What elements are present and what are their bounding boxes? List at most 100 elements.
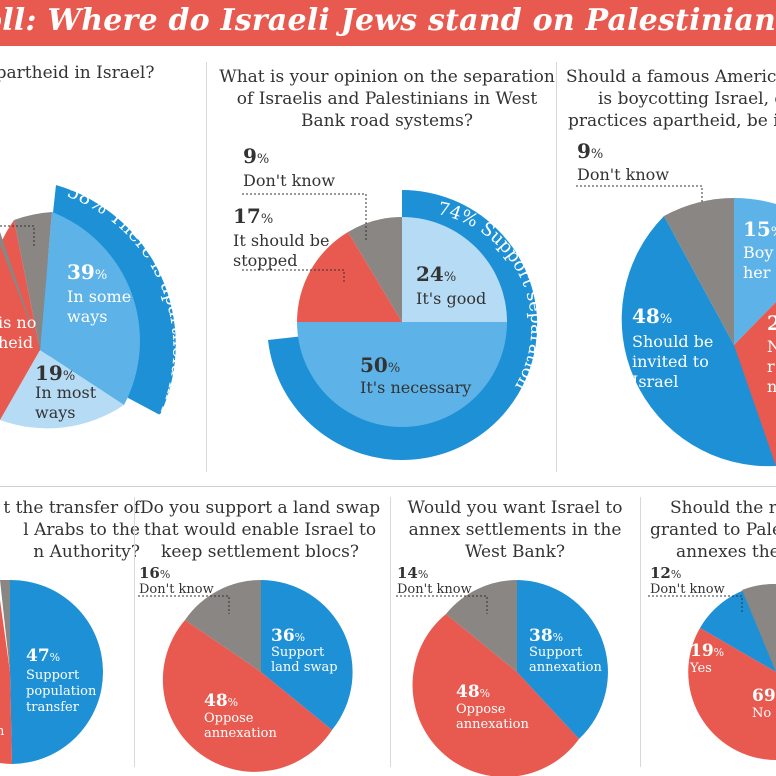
- chart-2: 74% Support separation 24% It's good 50%…: [233, 144, 547, 460]
- slice-label-dont-know: Don't know: [397, 582, 472, 597]
- slice-label-oppose-2: annexation: [204, 726, 277, 741]
- slice-label-swap-2: land swap: [271, 660, 338, 675]
- pie-slice-not-invited: [734, 302, 776, 466]
- slice-label-swap-1: Support: [271, 645, 325, 660]
- value-number: 36: [271, 626, 295, 646]
- pie-slice-invited: [621, 216, 776, 467]
- question-5: Do you support a land swap that would en…: [140, 497, 380, 563]
- slice-label-invited-2: invited to: [632, 352, 709, 371]
- question-7-line-2: granted to Pales: [650, 520, 776, 540]
- leader-line: [0, 225, 35, 248]
- pie-slice-most-ways: [0, 350, 124, 429]
- title-banner: oll: Where do Israeli Jews stand on Pale…: [0, 0, 776, 46]
- slice-label-most: In most: [35, 383, 97, 402]
- slice-value-48: 48%: [632, 304, 672, 328]
- value-number: 16: [139, 564, 160, 582]
- slice-value-14: 14%: [397, 564, 428, 582]
- slice-value-19: 19%: [690, 641, 724, 661]
- slice-label-not-1: N: [767, 337, 776, 356]
- slice-value-47: 47%: [26, 646, 60, 666]
- leader-line: [576, 185, 703, 204]
- pie-slice-its-necessary: [297, 322, 507, 427]
- slice-value-48: 48%: [456, 682, 490, 702]
- chart-5: 16% Don't know 36% Support land swap 48%…: [138, 564, 353, 772]
- slice-label-not-3: n: [767, 377, 776, 396]
- slice-label-invited-3: Israel: [632, 372, 678, 391]
- column-divider: [640, 497, 641, 767]
- slice-label-oppose-1: Oppose: [456, 702, 506, 717]
- value-suffix: %: [771, 225, 776, 240]
- question-6-line-3: West Bank?: [464, 542, 566, 562]
- slice-label-transfer-3: transfer: [26, 700, 80, 715]
- question-5-line-3: keep settlement blocs?: [161, 542, 359, 562]
- value-suffix: %: [388, 361, 400, 376]
- question-5-line-1: Do you support a land swap: [140, 498, 381, 518]
- column-divider: [206, 62, 207, 472]
- pie-slice-dont-know: [185, 579, 261, 672]
- column-divider: [134, 497, 135, 767]
- question-3: Should a famous America is boycotting Is…: [562, 66, 776, 132]
- pie-slice-dont-know: [446, 580, 517, 672]
- slice-label-support-1: Support: [529, 645, 583, 660]
- slice-label-transfer-2: population: [26, 684, 97, 699]
- pie-slice-dont-know: [742, 583, 776, 672]
- value-suffix: %: [591, 147, 603, 162]
- slice-label-no: No: [752, 706, 771, 721]
- question-2-line-2: of Israelis and Palestinians in West: [236, 89, 538, 109]
- question-2-line-3: Bank road systems?: [301, 111, 473, 131]
- pie-slice-dont-know: [664, 198, 734, 345]
- slice-label-transfer-1: Support: [26, 668, 80, 683]
- slice-value-28: 2: [767, 311, 776, 335]
- question-6-line-1: Would you want Israel to: [407, 498, 623, 518]
- value-number: 9: [577, 139, 591, 163]
- question-4-line-2: l Arabs to the: [23, 520, 140, 540]
- slice-label-dont-know: Don't know: [139, 582, 214, 597]
- leader-line: [648, 595, 743, 612]
- leader-line: [242, 193, 367, 240]
- value-suffix: %: [50, 651, 60, 664]
- question-4-line-1: t the transfer of: [3, 498, 140, 518]
- value-number: 15: [743, 217, 771, 241]
- question-2-line-1: What is your opinion on the separation: [219, 67, 555, 87]
- pie-slice-some-ways: [40, 212, 140, 405]
- question-2: What is your opinion on the separation o…: [212, 66, 562, 132]
- pie-slice-support-transfer: [10, 579, 104, 764]
- question-4: t the transfer of l Arabs to the n Autho…: [0, 497, 140, 563]
- value-suffix: %: [480, 687, 490, 700]
- value-suffix: %: [714, 646, 724, 659]
- slice-value-38: 38%: [529, 626, 563, 646]
- slice-label-dont-know: Don't know: [243, 171, 335, 190]
- slice-label-some-2: ways: [67, 307, 107, 326]
- slice-label-invited-1: Should be: [632, 332, 713, 351]
- question-7: Should the rig granted to Pales annexes …: [640, 497, 776, 563]
- slice-value-17: 17%: [233, 204, 273, 228]
- slice-label-stopped-2: stopped: [233, 251, 297, 270]
- value-number: 19: [35, 361, 63, 385]
- slice-label-some: In some: [67, 287, 131, 306]
- value-number: 19: [690, 641, 714, 661]
- pie-slice-should-be-stopped: [297, 232, 402, 322]
- pie-slice-support-annexation: [517, 580, 608, 739]
- slice-label-dont-know: Don't know: [650, 582, 725, 597]
- slice-label-oppose-2: annexation: [456, 717, 529, 732]
- value-number: 2: [767, 311, 776, 335]
- column-divider: [390, 497, 391, 767]
- slice-value-48: 48%: [204, 691, 238, 711]
- slice-label-no: is no: [0, 313, 36, 332]
- pie-slice-no: [688, 628, 776, 760]
- value-suffix: %: [63, 369, 75, 384]
- slice-label-oppose-1: Oppose: [204, 711, 254, 726]
- slice-label-boycott: Boy: [743, 243, 773, 262]
- slice-value-15: 15%: [743, 217, 776, 241]
- slice-value-39: 39%: [67, 260, 107, 284]
- value-number: 39: [67, 260, 95, 284]
- pie-slice-oppose-transfer: [0, 600, 12, 764]
- slice-value-12: 12%: [650, 564, 681, 582]
- slice-label-dont-know: Don't know: [577, 165, 669, 184]
- question-5-line-2: that would enable Israel to: [143, 520, 377, 540]
- pie-slice-oppose-annexation: [162, 620, 332, 772]
- value-number: 24: [416, 262, 444, 286]
- value-suffix: %: [257, 152, 269, 167]
- value-suffix: %: [671, 568, 681, 581]
- pie-slice-support-swap: [261, 580, 353, 730]
